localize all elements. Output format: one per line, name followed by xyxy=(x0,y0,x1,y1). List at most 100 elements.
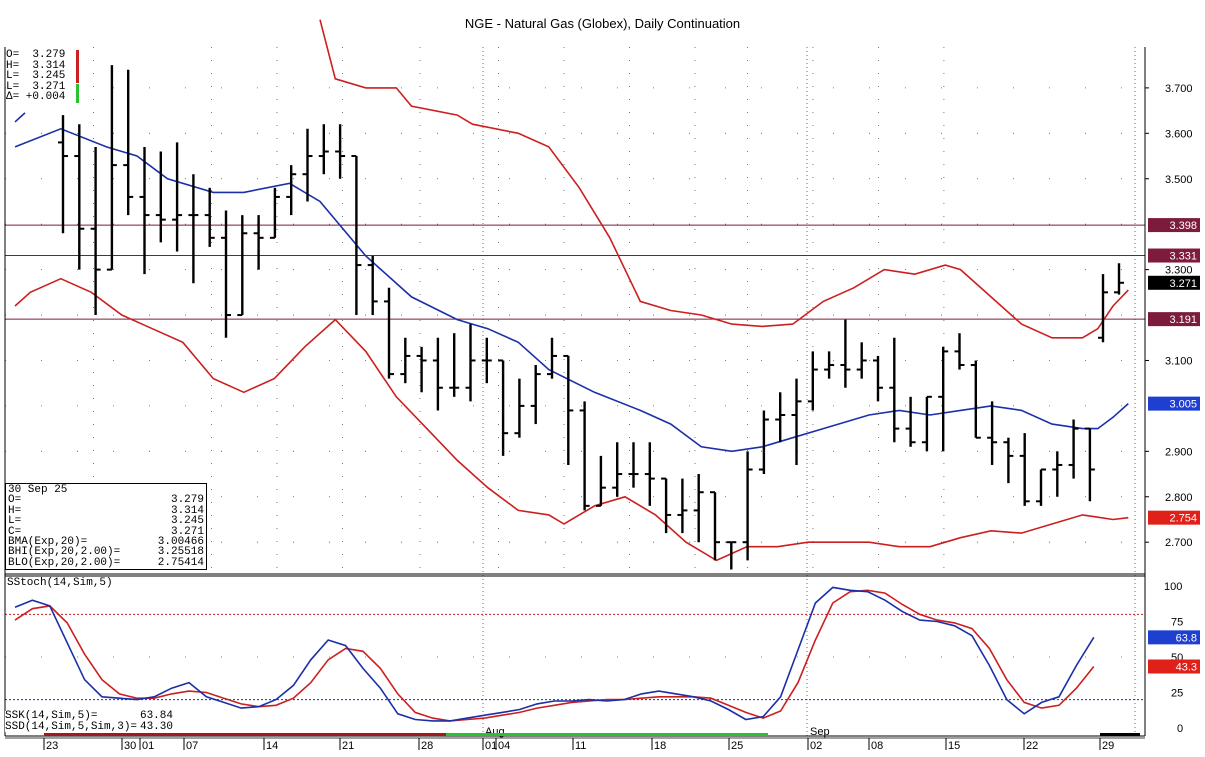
day-label: 15 xyxy=(948,740,960,752)
readout-top-line: H= 3.314 xyxy=(6,59,66,72)
readout-value: 3.00466 xyxy=(157,536,204,549)
ohlc-bar xyxy=(987,401,998,465)
readout-value: 3.314 xyxy=(170,504,204,517)
readout-date: 30 Sep 25 xyxy=(8,484,68,496)
stoch-readout-row: SSK(14,Sim,5)= 63.84 xyxy=(5,711,173,722)
day-label: 23 xyxy=(46,740,58,752)
ohlc-bar xyxy=(824,351,835,379)
value-tags: 3.398 3.331 3.191 3.271 3.005 2.754 63.8 43.3 xyxy=(1148,218,1200,674)
ohlc-bar xyxy=(1003,437,1014,484)
ohlc-bar xyxy=(856,342,867,379)
day-label: 21 xyxy=(342,740,354,752)
ssk-line xyxy=(14,586,1095,722)
readout-row: BHI(Exp,20,2.00)= 3.25518 xyxy=(8,546,204,559)
band-green xyxy=(446,733,768,736)
ohlc-bars xyxy=(14,65,1124,570)
readout-value: 2.75414 xyxy=(157,556,204,569)
ohlc-bar xyxy=(612,442,623,497)
ohlc-bar xyxy=(954,333,965,370)
tag-box xyxy=(1148,218,1200,233)
ohlc-bar xyxy=(286,165,297,216)
readout-key: L= xyxy=(8,515,22,528)
tag-box xyxy=(1148,396,1200,411)
tag-box xyxy=(1148,630,1200,645)
series-start-stub xyxy=(14,112,26,123)
horizontal-lines xyxy=(5,224,1145,320)
tag-label: 3.191 xyxy=(1169,314,1197,326)
readout-top-line: L= 3.245 xyxy=(6,70,66,83)
tag-label: 3.271 xyxy=(1169,278,1197,290)
ohlc-bar xyxy=(58,115,68,234)
ohlc-bar xyxy=(253,215,264,270)
ohlc-bar xyxy=(677,478,688,534)
ohlc-bar xyxy=(188,174,199,284)
band-red-1 xyxy=(44,733,446,736)
ohlc-bar xyxy=(921,395,932,452)
readout-top-line: O= 3.279 xyxy=(6,49,66,61)
ohlc-bar xyxy=(172,142,183,252)
stoch-readout-value: 63.84 xyxy=(139,710,173,722)
price-tick-label: 3.500 xyxy=(1165,174,1193,186)
ohlc-bar xyxy=(726,541,737,570)
readout-value: 3.271 xyxy=(170,525,204,538)
ohlc-bar xyxy=(547,337,557,379)
ohlc-bar xyxy=(351,155,362,316)
ohlc-bar xyxy=(302,128,313,202)
ohlc-bar xyxy=(269,187,280,239)
ohlc-bar xyxy=(889,337,900,443)
tag-label: 3.331 xyxy=(1169,251,1197,263)
tag-box xyxy=(1148,659,1200,674)
hline-tag-0: 3.398 xyxy=(1148,218,1200,233)
ohlc-bar xyxy=(742,451,753,561)
day-label: 08 xyxy=(871,740,883,752)
readout-row: BMA(Exp,20)= 3.00466 xyxy=(8,536,204,549)
readout-key: BHI(Exp,20,2.00)= xyxy=(8,546,121,559)
stoch-tick-label: 100 xyxy=(1164,581,1182,593)
tag-box xyxy=(1148,510,1200,525)
ohlc-bar xyxy=(1084,427,1095,502)
ohlc-bar xyxy=(1068,419,1079,479)
day-label: 30 xyxy=(124,740,136,752)
readout-key: C= xyxy=(8,525,22,538)
tag-label: 3.005 xyxy=(1169,399,1197,411)
ohlc-readout-top: O= 3.279 H= 3.314 L= 3.245 L= 3.271 Δ= +0.00… xyxy=(6,50,72,103)
ohlc-bar xyxy=(873,355,883,402)
month-label: Aug xyxy=(485,726,505,738)
stoch-tick-label: 25 xyxy=(1171,688,1183,700)
ohlc-bar xyxy=(384,287,394,379)
ohlc-bar xyxy=(661,477,672,534)
price-tick-label: 2.900 xyxy=(1165,446,1193,458)
price-tick-label: 3.300 xyxy=(1165,265,1193,277)
ohlc-bar xyxy=(335,124,346,179)
stoch-tick-label: 75 xyxy=(1171,617,1183,629)
day-label: 14 xyxy=(266,740,278,752)
readout-red-bar xyxy=(76,50,79,83)
price-tick-label: 3.100 xyxy=(1165,355,1193,367)
day-label: 18 xyxy=(654,740,666,752)
ohlc-bar xyxy=(775,392,786,443)
readout-green-bar xyxy=(76,84,79,103)
ohlc-bar xyxy=(416,346,427,393)
ohlc-bar xyxy=(432,337,443,411)
readout-top-line: L= 3.271 xyxy=(6,80,66,93)
readout-key: BMA(Exp,20)= xyxy=(8,536,88,549)
stoch-readout-row: SSD(14,Sim,5,Sim,3)= 43.30 xyxy=(5,720,173,733)
ohlc-bar xyxy=(905,396,916,447)
tag-box xyxy=(1148,275,1200,290)
ohlc-bar xyxy=(970,360,981,439)
ohlc-bar xyxy=(1098,274,1108,343)
value-tag-1: 3.005 xyxy=(1148,396,1200,411)
price-tick-label: 2.800 xyxy=(1165,492,1193,504)
ohlc-bar xyxy=(530,365,541,425)
series-line-2 xyxy=(14,277,1129,562)
ohlc-bar xyxy=(693,474,704,543)
hline-tag-1: 3.331 xyxy=(1148,248,1200,263)
readout-value: 3.279 xyxy=(170,494,204,507)
stoch-readout-value: 43.30 xyxy=(139,720,173,733)
value-tag-2: 2.754 xyxy=(1148,510,1200,525)
stoch-tick-label: 0 xyxy=(1177,723,1183,735)
ohlc-bar xyxy=(139,146,150,275)
series-line-0 xyxy=(14,127,1129,453)
tag-label: 63.8 xyxy=(1176,632,1197,644)
